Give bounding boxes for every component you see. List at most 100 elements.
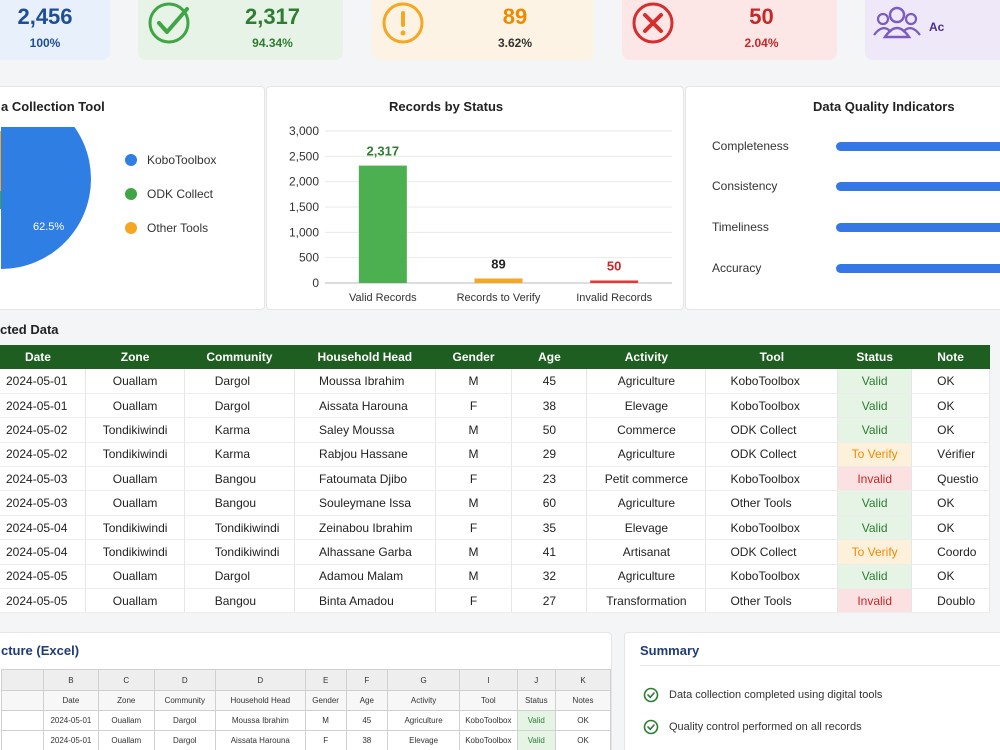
excel-cell[interactable]: Dargol	[153, 710, 216, 731]
excel-header-cell[interactable]: Age	[345, 690, 389, 711]
excel-cell[interactable]: Ouallam	[97, 730, 155, 750]
table-cell: 2024-05-01	[0, 393, 87, 419]
quality-bar-consistency	[836, 182, 1000, 191]
excel-cell[interactable]: Ouallam	[97, 710, 155, 731]
excel-row-number	[1, 710, 44, 731]
table-cell: Dargol	[184, 369, 296, 394]
data-label: 2,317	[367, 144, 400, 159]
status-badge: Valid	[837, 417, 913, 443]
excel-column-letter[interactable]: I	[459, 669, 518, 691]
excel-column-letter[interactable]: J	[516, 669, 557, 691]
excel-cell[interactable]: Aissata Harouna	[214, 730, 306, 750]
summary-item: Quality control performed on all records	[643, 719, 862, 735]
table-cell: Tondikiwindi	[184, 515, 296, 541]
column-header[interactable]: Note	[911, 345, 990, 369]
excel-header-cell[interactable]: Gender	[304, 690, 347, 711]
excel-cell[interactable]: Moussa Ibrahim	[214, 710, 306, 731]
column-header[interactable]: Gender	[435, 345, 512, 369]
kpi-percent: 3.62%	[497, 36, 533, 50]
excel-cell[interactable]: Valid	[516, 710, 557, 731]
table-cell: Ouallam	[85, 564, 185, 590]
excel-cell[interactable]: 38	[345, 730, 389, 750]
column-header[interactable]: Community	[184, 345, 295, 369]
column-header[interactable]: Tool	[705, 345, 838, 369]
excel-header-cell[interactable]: Tool	[459, 690, 518, 711]
table-title: cted Data	[0, 322, 59, 337]
pie-slice-odk-collect	[0, 191, 1, 209]
table-cell: Saley Moussa	[294, 417, 436, 443]
y-tick-label: 0	[312, 276, 319, 290]
table-cell: 29	[511, 442, 588, 468]
excel-header-cell[interactable]: Date	[42, 690, 99, 711]
excel-column-letter[interactable]: G	[387, 669, 461, 691]
excel-cell[interactable]: F	[304, 730, 347, 750]
excel-column-letter[interactable]: C	[97, 669, 155, 691]
excel-cell[interactable]: Dargol	[153, 730, 216, 750]
excel-header-cell[interactable]: Notes	[555, 690, 611, 711]
table-cell: Dargol	[184, 393, 296, 419]
table-row[interactable]: 2024-05-02 Tondikiwindi Karma Rabjou Hassan…	[0, 442, 990, 468]
column-header[interactable]: Activity	[586, 345, 706, 369]
excel-header-cell[interactable]: Household Head	[214, 690, 306, 711]
column-header[interactable]: Zone	[85, 345, 185, 369]
excel-cell[interactable]: 45	[345, 710, 389, 731]
excel-header-cell[interactable]: Community	[153, 690, 216, 711]
excel-cell[interactable]: Valid	[516, 730, 557, 750]
excel-column-letter[interactable]: E	[304, 669, 347, 691]
table-row[interactable]: 2024-05-05 Ouallam Dargol Adamou Malam M 32 Ag…	[0, 564, 990, 590]
pie-chart-title: a Collection Tool	[1, 99, 105, 114]
table-row[interactable]: 2024-05-04 Tondikiwindi Tondikiwindi Zeinab…	[0, 515, 990, 541]
table-row[interactable]: 2024-05-03 Ouallam Bangou Fatoumata Djibo F 2…	[0, 466, 990, 492]
table-cell: Moussa Ibrahim	[294, 369, 436, 394]
excel-header-cell[interactable]: Activity	[387, 690, 461, 711]
summary-panel: Summary Data collection completed using …	[624, 632, 1000, 750]
table-row[interactable]: 2024-05-01 Ouallam Dargol Moussa Ibrahim M 45…	[0, 369, 990, 394]
column-header[interactable]: Status	[837, 345, 912, 369]
excel-cell[interactable]: KoboToolbox	[459, 710, 518, 731]
column-header[interactable]: Age	[511, 345, 587, 369]
excel-column-letter[interactable]: K	[555, 669, 611, 691]
column-header[interactable]: Date	[0, 345, 86, 369]
status-badge: Valid	[837, 393, 913, 419]
excel-column-letter[interactable]: D	[214, 669, 306, 691]
quality-label-consistency: Consistency	[712, 179, 778, 193]
excel-column-letter[interactable]: F	[345, 669, 389, 691]
table-cell: Coordo	[911, 539, 990, 565]
table-row[interactable]: 2024-05-03 Ouallam Bangou Souleymane Issa M 6…	[0, 490, 990, 516]
excel-cell[interactable]: M	[304, 710, 347, 731]
excel-cell[interactable]: 2024-05-01	[42, 710, 99, 731]
excel-header-cell[interactable]: Status	[516, 690, 557, 711]
quality-label-completeness: Completeness	[712, 139, 789, 153]
excel-header-cell[interactable]: Zone	[97, 690, 155, 711]
excel-cell[interactable]: OK	[555, 710, 611, 731]
table-cell: F	[435, 515, 513, 541]
pie-slice-other-tools	[0, 131, 1, 201]
excel-cell[interactable]: OK	[555, 730, 611, 750]
excel-cell[interactable]: 2024-05-01	[42, 730, 99, 750]
x-category-label: Records to Verify	[457, 292, 541, 304]
legend-dot	[125, 222, 137, 234]
table-cell: Agriculture	[586, 369, 707, 394]
table-cell: Ouallam	[85, 588, 185, 614]
table-cell: KoboToolbox	[705, 564, 839, 590]
excel-column-letter[interactable]: D	[153, 669, 216, 691]
excel-cell[interactable]: KoboToolbox	[459, 730, 518, 750]
table-row[interactable]: 2024-05-05 Ouallam Bangou Binta Amadou F 27 Tr…	[0, 588, 990, 614]
quality-title: Data Quality Indicators	[813, 99, 955, 114]
table-cell: M	[435, 539, 513, 565]
kpi-percent: 2.04%	[744, 36, 779, 50]
excel-cell[interactable]: Elevage	[387, 730, 461, 750]
excel-row-number	[1, 730, 44, 750]
table-row[interactable]: 2024-05-04 Tondikiwindi Tondikiwindi Alhass…	[0, 539, 990, 565]
table-cell: KoboToolbox	[705, 393, 839, 419]
pie-chart-panel: a Collection Tool 62.5% KoboToolbox ODK …	[0, 86, 265, 310]
excel-cell[interactable]: Agriculture	[387, 710, 461, 731]
table-cell: OK	[911, 393, 990, 419]
status-badge: Valid	[837, 564, 913, 590]
table-row[interactable]: 2024-05-01 Ouallam Dargol Aissata Harouna F 3…	[0, 393, 990, 419]
table-row[interactable]: 2024-05-02 Tondikiwindi Karma Saley Moussa M…	[0, 417, 990, 443]
table-cell: Bangou	[184, 490, 296, 516]
table-cell: OK	[911, 490, 990, 516]
column-header[interactable]: Household Head	[294, 345, 436, 369]
excel-column-letter[interactable]: B	[42, 669, 99, 691]
